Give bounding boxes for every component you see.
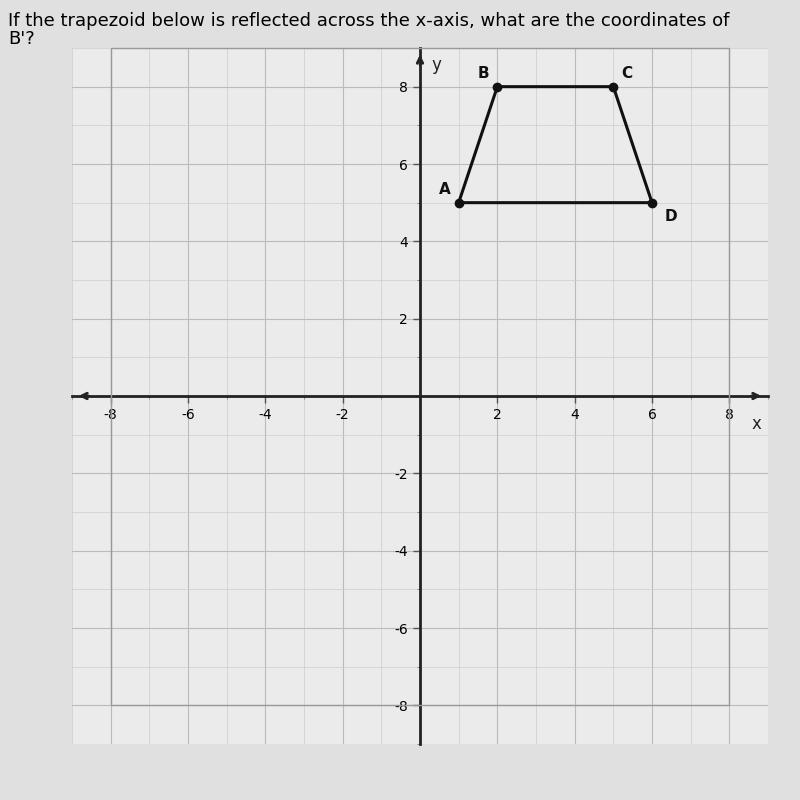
Text: D: D: [665, 209, 678, 224]
Text: B: B: [478, 66, 490, 81]
Text: If the trapezoid below is reflected across the x-axis, what are the coordinates : If the trapezoid below is reflected acro…: [8, 12, 730, 30]
Text: y: y: [432, 56, 442, 74]
Text: C: C: [622, 66, 633, 81]
Text: A: A: [439, 182, 451, 197]
Text: x: x: [751, 415, 762, 434]
Text: B'?: B'?: [8, 30, 34, 48]
Bar: [110, 48, 730, 706]
